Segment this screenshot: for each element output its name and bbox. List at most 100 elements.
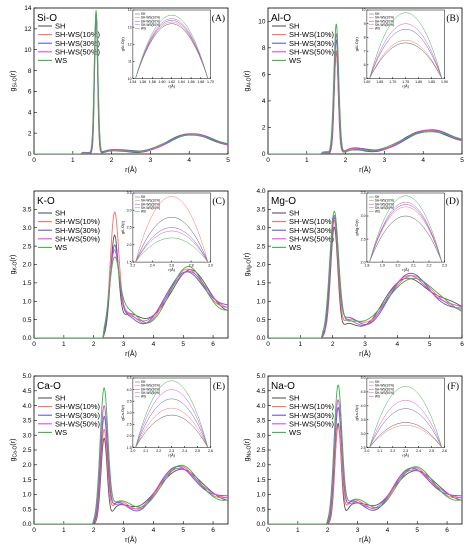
inset-y-tick-label: 2.0 xyxy=(127,243,132,247)
x-tick-label: 1 xyxy=(305,157,309,164)
y-tick-label: 0.5 xyxy=(22,506,31,513)
legend-label: SH-WS(10%) xyxy=(55,30,101,39)
series-line-sh-ws-50- xyxy=(268,33,462,154)
y-tick-label: 6 xyxy=(262,72,266,79)
y-tick-label: 0.5 xyxy=(22,317,31,324)
inset-y-tick-label: 2.0 xyxy=(127,434,132,438)
y-tick-label: 0.0 xyxy=(22,521,31,528)
legend-label: WS xyxy=(289,56,301,65)
inset-legend-label: SH-WS(30%) xyxy=(141,19,160,23)
legend-label: SH-WS(10%) xyxy=(55,402,101,411)
y-tick-label: 0.5 xyxy=(256,506,265,513)
series-line-sh-ws-30- xyxy=(34,244,228,338)
inset-x-axis-label: r(Å) xyxy=(168,84,175,89)
y-tick-label: 2.0 xyxy=(22,462,31,469)
inset-y-axis-label: gNa-O(r) xyxy=(354,404,359,420)
inset-series-line-ws xyxy=(369,386,443,448)
inset-series-line-sh-ws-50- xyxy=(369,23,443,79)
inset-y-axis-label: gSi-O(r) xyxy=(120,37,125,52)
y-axis-label: gCa-O(r) xyxy=(10,439,19,462)
inset-series-line-sh xyxy=(135,216,209,263)
y-tick-label: 3.5 xyxy=(256,418,265,425)
inset-x-tick-label: 1.80 xyxy=(415,80,422,84)
y-tick-label: 5.0 xyxy=(256,373,265,380)
inset-series-line-ws xyxy=(135,380,209,448)
inset-series-line-sh xyxy=(135,23,209,79)
inset-y-tick-label: 13 xyxy=(128,25,132,29)
inset-plot: 2.2 2.4 2.6 2.8 3.0 1.5 2.0 2.5 3.0 3.5 r(Å) gK-O(r… xyxy=(120,191,213,272)
inset-y-tick-label: 9 xyxy=(364,22,366,26)
x-tick-label: 4 xyxy=(386,527,390,534)
x-tick-label: 2 xyxy=(110,157,114,164)
inset-legend-label: SH-WS(30%) xyxy=(141,202,160,206)
inset-series-line-sh-ws-50- xyxy=(135,18,209,79)
inset-legend-label: WS xyxy=(141,27,146,31)
inset-y-tick-label: 1.5 xyxy=(127,260,132,264)
inset-y-axis-label: gAl-O(r) xyxy=(354,37,359,52)
x-tick-label: 6 xyxy=(211,341,215,348)
inset-x-tick-label: 1.54 xyxy=(129,80,136,84)
inset-x-tick-label: 1.60 xyxy=(158,80,165,84)
x-tick-label: 5 xyxy=(181,341,185,348)
inset-legend-label: SH-WS(30%) xyxy=(375,387,394,391)
inset-y-tick-label: 2.5 xyxy=(361,446,366,450)
inset-series-line-sh-ws-50- xyxy=(135,230,209,263)
x-tick-label: 6 xyxy=(445,527,449,534)
inset-x-tick-label: 1.62 xyxy=(168,80,175,84)
y-tick-label: 8 xyxy=(28,68,32,75)
legend-label: SH-WS(50%) xyxy=(289,419,335,428)
inset-x-tick-label: 2.4 xyxy=(182,449,187,453)
y-tick-label: 1.5 xyxy=(256,477,265,484)
inset-y-tick-label: 3.5 xyxy=(127,191,132,195)
y-tick-label: 1.0 xyxy=(256,492,265,499)
inset-series-line-sh-ws-50- xyxy=(369,400,443,448)
x-axis-label: r(Å) xyxy=(125,165,137,174)
inset-series-line-sh-ws-30- xyxy=(369,28,443,79)
legend-label: SH-WS(30%) xyxy=(289,39,335,48)
inset-series-line-sh-ws-30- xyxy=(369,204,443,263)
inset-legend-label: WS xyxy=(141,395,146,399)
inset-y-tick-label: 10 xyxy=(128,77,132,81)
x-tick-label: 2 xyxy=(92,341,96,348)
legend-label: SH-WS(50%) xyxy=(55,47,101,56)
x-tick-label: 5 xyxy=(460,157,464,164)
element-label: Si-O xyxy=(37,13,57,24)
y-tick-label: 10 xyxy=(258,18,266,25)
inset-y-tick-label: 6 xyxy=(364,63,366,67)
y-tick-label: 4.5 xyxy=(256,388,265,395)
inset-x-tick-label: 2.0 xyxy=(395,264,400,268)
inset-x-tick-label: 1.66 xyxy=(188,80,195,84)
inset-x-tick-label: 2.6 xyxy=(169,264,174,268)
inset-legend-label: SH-WS(30%) xyxy=(375,19,394,23)
x-tick-label: 4 xyxy=(187,157,191,164)
x-tick-label: 1 xyxy=(62,527,66,534)
panel-id: (B) xyxy=(446,13,459,24)
inset-x-tick-label: 1.70 xyxy=(207,80,214,84)
series-line-ws xyxy=(268,384,462,524)
inset-series-line-sh-ws-30- xyxy=(135,227,209,263)
x-tick-label: 1 xyxy=(71,157,75,164)
series-line-sh-ws-30- xyxy=(268,216,462,338)
x-tick-label: 1 xyxy=(299,341,303,348)
inset-y-tick-label: 7 xyxy=(364,49,366,53)
inset-legend-label: SH xyxy=(141,12,146,16)
inset-x-tick-label: 2.0 xyxy=(364,449,369,453)
y-tick-label: 1.5 xyxy=(256,280,265,287)
legend-label: SH xyxy=(55,209,65,218)
x-axis-label: r(Å) xyxy=(359,165,371,174)
element-label: Al-O xyxy=(271,13,291,24)
inset-x-axis-label: r(Å) xyxy=(402,267,409,272)
inset-legend-label: WS xyxy=(141,210,146,214)
inset-x-tick-label: 3.0 xyxy=(208,264,213,268)
inset-x-tick-label: 1.85 xyxy=(428,80,435,84)
y-tick-label: 1.5 xyxy=(22,280,31,287)
x-axis-label: r(Å) xyxy=(125,535,137,544)
y-tick-label: 12 xyxy=(24,26,32,33)
inset-series-line-sh-ws-10- xyxy=(135,196,209,263)
panel-id: (D) xyxy=(446,196,459,207)
x-tick-label: 3 xyxy=(122,527,126,534)
y-tick-label: 3.0 xyxy=(22,225,31,232)
inset-series-line-ws xyxy=(369,12,443,79)
x-tick-label: 4 xyxy=(152,527,156,534)
y-tick-label: 2.0 xyxy=(256,262,265,269)
